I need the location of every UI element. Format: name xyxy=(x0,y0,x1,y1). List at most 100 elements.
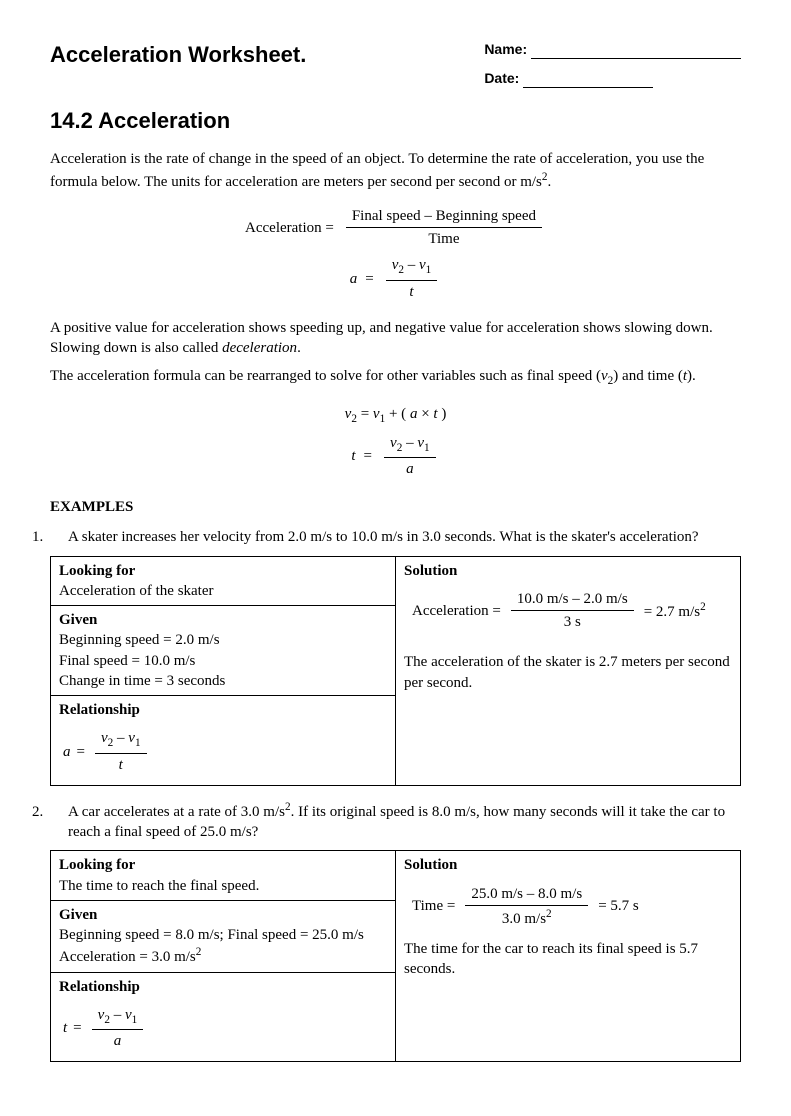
example-1-table: Looking for Acceleration of the skater S… xyxy=(50,556,741,786)
ex1-solution-cell: Solution Acceleration = 10.0 m/s – 2.0 m… xyxy=(396,556,741,785)
ex2-solution-cell: Solution Time = 25.0 m/s – 8.0 m/s 3.0 m… xyxy=(396,851,741,1062)
ex2-looking: The time to reach the final speed. xyxy=(59,876,387,896)
e2g2a: Acceleration = 3.0 m/s xyxy=(59,949,196,965)
formula2-den: t xyxy=(403,281,419,302)
q1-num: 1. xyxy=(50,527,68,547)
paragraph-3: The acceleration formula can be rearrang… xyxy=(50,366,741,389)
ex1-g1: Beginning speed = 2.0 m/s xyxy=(59,630,387,650)
ex2-sol-formula: Time = 25.0 m/s – 8.0 m/s 3.0 m/s2 = 5.7… xyxy=(412,884,732,930)
ex1-sol-den: 3 s xyxy=(558,611,587,632)
f3-x: × xyxy=(417,406,433,422)
formula-block-1: Acceleration = Final speed – Beginning s… xyxy=(50,206,741,302)
ex1-given-h: Given xyxy=(59,610,387,630)
q2-num: 2. xyxy=(50,802,68,822)
ex2-rel-h: Relationship xyxy=(59,977,387,997)
intro-text: Acceleration is the rate of change in th… xyxy=(50,151,704,189)
ex1-rel-a: a xyxy=(63,742,71,762)
ex2-sol-frac: 25.0 m/s – 8.0 m/s 3.0 m/s2 xyxy=(465,884,588,930)
formula-block-2: v2 = v1 + ( a × t ) t = v2 – v1 a xyxy=(50,404,741,480)
q1-text: A skater increases her velocity from 2.0… xyxy=(68,529,699,545)
formula2-a: a xyxy=(350,269,358,289)
page-title: Acceleration Worksheet. xyxy=(50,40,306,70)
ex1-sol-num: 10.0 m/s – 2.0 m/s xyxy=(511,589,634,611)
formula1-lhs: Acceleration = xyxy=(245,218,334,238)
ex2-rel-formula: t = v2 – v1 a xyxy=(63,1005,387,1051)
ex1-rel-frac: v2 – v1 t xyxy=(95,728,147,774)
ex1-sol-text: The acceleration of the skater is 2.7 me… xyxy=(404,652,732,693)
e1rv2: v xyxy=(101,730,108,746)
e2sds: 2 xyxy=(546,908,552,920)
p2-em: deceleration xyxy=(222,340,297,356)
p3-c: ). xyxy=(687,368,696,384)
ex2-given-h: Given xyxy=(59,905,387,925)
ex1-rel-formula: a = v2 – v1 t xyxy=(63,728,387,774)
intro-paragraph-1: Acceleration is the rate of change in th… xyxy=(50,149,741,192)
ex2-given-cell: Given Beginning speed = 8.0 m/s; Final s… xyxy=(51,900,396,972)
ex1-given-cell: Given Beginning speed = 2.0 m/s Final sp… xyxy=(51,606,396,696)
ex2-looking-h: Looking for xyxy=(59,855,387,875)
ex2-rel-cell: Relationship t = v2 – v1 a xyxy=(51,972,396,1062)
f4-t: t xyxy=(351,446,355,466)
e2sd: 3.0 m/s xyxy=(502,911,546,927)
f3: v2 = v1 + ( a × t ) xyxy=(345,404,447,427)
f3-c: ) xyxy=(438,406,447,422)
ex1-sol-lhs: Acceleration = xyxy=(412,601,501,621)
ex1-sol-res: = 2.7 m/s2 xyxy=(644,600,706,622)
ex1-sol-formula: Acceleration = 10.0 m/s – 2.0 m/s 3 s = … xyxy=(412,589,732,633)
p3-a: The acceleration formula can be rearrang… xyxy=(50,368,601,384)
ex1-sol-h: Solution xyxy=(404,561,732,581)
f4-num: v2 – v1 xyxy=(384,433,436,458)
p2-a: A positive value for acceleration shows … xyxy=(50,320,713,356)
f3-v1: v xyxy=(373,406,380,422)
f4-v1: v xyxy=(417,435,424,451)
ex2-rel-frac: v2 – v1 a xyxy=(92,1005,144,1051)
ex1-looking: Acceleration of the skater xyxy=(59,581,387,601)
example-2-table: Looking for The time to reach the final … xyxy=(50,850,741,1062)
ex2-sol-den: 3.0 m/s2 xyxy=(496,906,558,929)
f4-eq: = xyxy=(364,446,372,466)
formula1-den: Time xyxy=(422,228,465,249)
f2-v1s: 1 xyxy=(426,264,432,276)
ex2-sol-num: 25.0 m/s – 8.0 m/s xyxy=(465,884,588,906)
p2-b: . xyxy=(297,340,301,356)
ex2-g2: Acceleration = 3.0 m/s2 xyxy=(59,945,387,967)
ex1-rel-den: t xyxy=(113,754,129,775)
ex2-rel-num: v2 – v1 xyxy=(92,1005,144,1030)
ex1-rel-eq: = xyxy=(77,742,85,762)
ex1-rel-cell: Relationship a = v2 – v1 t xyxy=(51,696,396,786)
f3-eq: = xyxy=(357,406,373,422)
ex1-g3: Change in time = 3 seconds xyxy=(59,671,387,691)
f2-min: – xyxy=(404,257,419,273)
question-1: 1.A skater increases her velocity from 2… xyxy=(68,527,741,547)
ex1-g2: Final speed = 10.0 m/s xyxy=(59,651,387,671)
e2rv1s: 1 xyxy=(132,1014,138,1026)
e2rv1: v xyxy=(125,1007,132,1023)
ex2-sol-res: = 5.7 s xyxy=(598,896,639,916)
date-field: Date: xyxy=(484,69,741,88)
e2rm: – xyxy=(110,1007,125,1023)
formula1-num: Final speed – Beginning speed xyxy=(346,206,542,228)
f3-p: + ( xyxy=(385,406,410,422)
ex2-rel-den: a xyxy=(108,1030,128,1051)
f4-v1s: 1 xyxy=(424,442,430,454)
question-2: 2.A car accelerates at a rate of 3.0 m/s… xyxy=(68,800,741,843)
date-label: Date: xyxy=(484,70,519,86)
formula2-eq: = xyxy=(365,269,373,289)
ex1-rel-num: v2 – v1 xyxy=(95,728,147,753)
name-label: Name: xyxy=(484,41,527,57)
ex2-g1: Beginning speed = 8.0 m/s; Final speed =… xyxy=(59,925,387,945)
formula2-fraction: v2 – v1 t xyxy=(386,255,438,301)
p3-b: ) and time ( xyxy=(613,368,683,384)
f4-frac: v2 – v1 a xyxy=(384,433,436,479)
section-title: 14.2 Acceleration xyxy=(50,106,741,136)
f2-v1: v xyxy=(419,257,426,273)
ex1-sr: = 2.7 m/s xyxy=(644,604,700,620)
f4-v2: v xyxy=(390,435,397,451)
name-blank-line xyxy=(531,58,741,59)
ex2-sol-text: The time for the car to reach its final … xyxy=(404,939,732,980)
q2-a: A car accelerates at a rate of 3.0 m/s xyxy=(68,804,285,820)
ex1-looking-cell: Looking for Acceleration of the skater xyxy=(51,556,396,606)
intro-end: . xyxy=(548,174,552,190)
e2g2s: 2 xyxy=(196,946,202,958)
date-blank-line xyxy=(523,87,653,88)
